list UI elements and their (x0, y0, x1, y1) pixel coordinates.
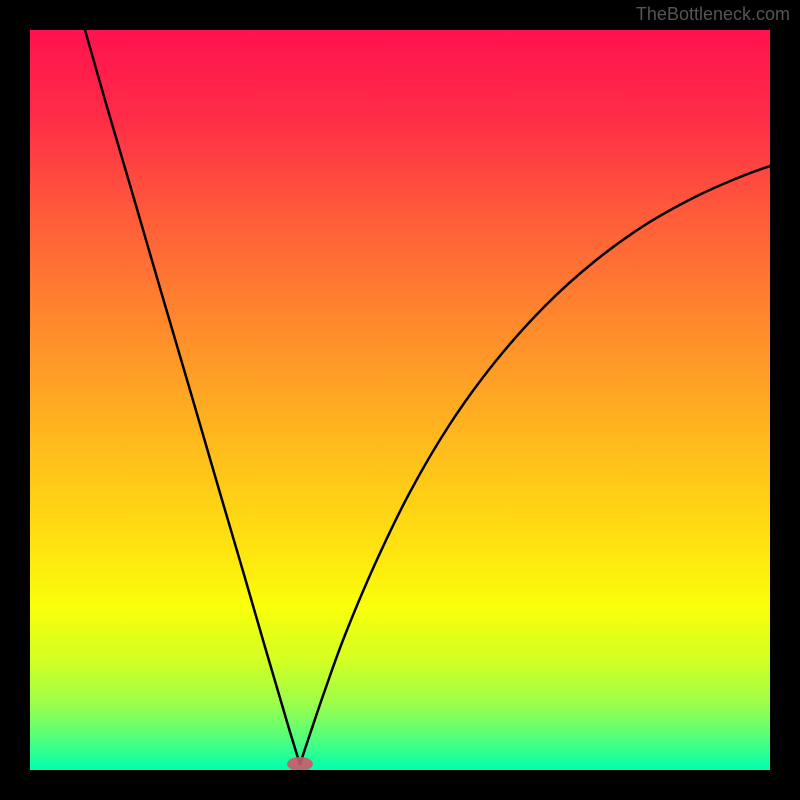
optimal-point-marker (287, 757, 313, 771)
chart-gradient-background (30, 30, 770, 770)
bottleneck-chart (0, 0, 800, 800)
watermark-text: TheBottleneck.com (636, 4, 790, 25)
chart-container: TheBottleneck.com (0, 0, 800, 800)
